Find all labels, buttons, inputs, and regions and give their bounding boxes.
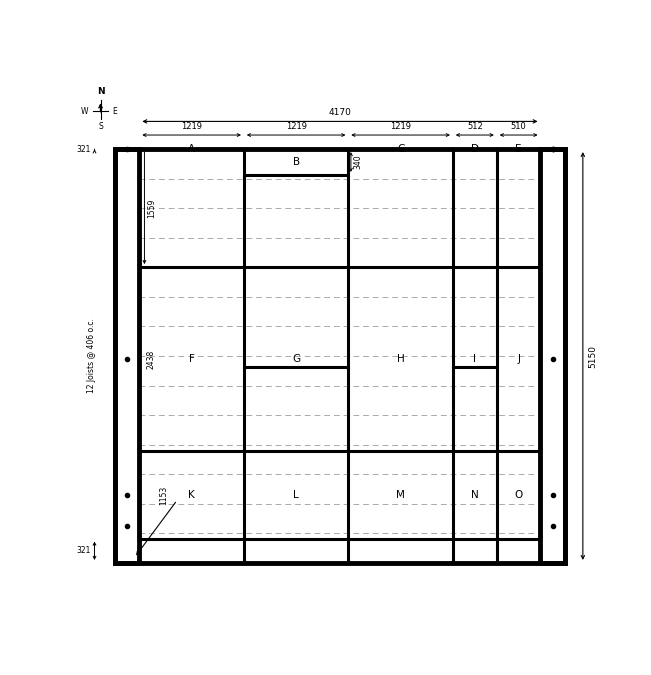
- Text: 512: 512: [467, 122, 482, 132]
- Text: M: M: [396, 490, 405, 500]
- Text: C: C: [397, 144, 404, 154]
- Text: 1219: 1219: [390, 122, 411, 132]
- Text: G: G: [292, 354, 300, 364]
- Text: W: W: [81, 107, 89, 116]
- Text: 340: 340: [353, 155, 363, 169]
- Text: F: F: [189, 354, 195, 364]
- Bar: [139, 539, 540, 563]
- Text: 1153: 1153: [159, 485, 169, 505]
- Bar: [115, 149, 565, 563]
- Text: 5150: 5150: [588, 344, 597, 367]
- Text: 321: 321: [76, 546, 90, 556]
- Text: A: A: [188, 144, 195, 154]
- Text: N: N: [97, 87, 104, 96]
- Text: O: O: [514, 490, 523, 500]
- Text: N: N: [471, 490, 478, 500]
- Text: 2438: 2438: [147, 350, 156, 369]
- Text: E: E: [516, 144, 522, 154]
- Bar: [540, 149, 565, 563]
- Text: D: D: [471, 144, 479, 154]
- Text: 510: 510: [511, 122, 527, 132]
- Text: 1219: 1219: [286, 122, 307, 132]
- Text: K: K: [188, 490, 195, 500]
- Text: 321: 321: [76, 144, 90, 154]
- Text: E: E: [113, 107, 117, 116]
- Text: H: H: [396, 354, 404, 364]
- Text: B: B: [292, 157, 299, 167]
- Text: L: L: [293, 490, 299, 500]
- Text: S: S: [98, 122, 103, 130]
- Text: 1559: 1559: [147, 198, 156, 218]
- Text: 12 Joists @ 406 o.c.: 12 Joists @ 406 o.c.: [87, 319, 96, 394]
- Text: 4170: 4170: [329, 109, 352, 117]
- Bar: [139, 149, 540, 563]
- Text: 1219: 1219: [181, 122, 202, 132]
- Text: J: J: [517, 354, 520, 364]
- Text: I: I: [473, 354, 477, 364]
- Bar: [115, 149, 139, 563]
